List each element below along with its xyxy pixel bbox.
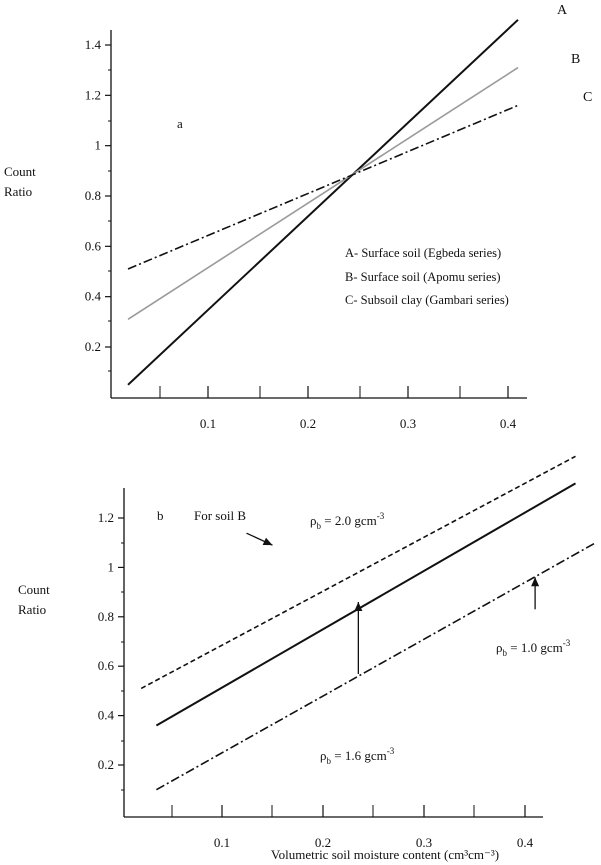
panel-a-y-tick-label: 0.2 [85, 339, 101, 354]
panel-a-x-tick-label: 0.1 [200, 416, 216, 431]
series-a-end-label: A [557, 3, 568, 18]
panel-a-y-tick-label: 0.6 [85, 238, 102, 253]
panel-a-x-tick-label: 0.2 [300, 416, 316, 431]
panel-b-subtitle: For soil B [194, 508, 246, 523]
x-axis-title: Volumetric soil moisture content (cm³cm⁻… [271, 847, 499, 862]
panel-b-x-tick-label: 0.3 [416, 835, 432, 850]
panel-a-x-tick-label: 0.4 [500, 416, 517, 431]
panel-b-tag: b [157, 508, 164, 523]
panel-b-y-ticks: 0.2 0.4 0.6 0.8 1 1.2 [98, 510, 124, 791]
panel-a: 0.2 0.4 0.6 0.8 1 1.2 1.4 0.1 0.2 0.3 0.4 Count R… [4, 3, 592, 431]
panel-b-y-label-line1: Count [18, 582, 50, 597]
panel-a-legend: A- Surface soil (Egbeda series) B- Surfa… [345, 246, 509, 307]
panel-b-x-tick-label: 0.1 [214, 835, 230, 850]
panel-a-tag: a [177, 116, 183, 131]
legend-item-b: B- Surface soil (Apomu series) [345, 270, 501, 284]
panel-b-series-1-0-line [156, 542, 597, 791]
annotation-label: ρb = 1.0 gcm-3 [496, 638, 571, 658]
panel-b-y-tick-label: 1 [108, 559, 115, 574]
panel-b-x-ticks: 0.1 0.2 0.3 0.4 [171, 805, 534, 850]
panel-a-y-label-line1: Count [4, 164, 36, 179]
annotation-label: ρb = 2.0 gcm-3 [310, 511, 385, 531]
panel-b: 0.2 0.4 0.6 0.8 1 1.2 0.1 0.2 0.3 0.4 Count Rati… [18, 455, 597, 862]
panel-a-y-tick-label: 1.2 [85, 87, 101, 102]
panel-a-y-tick-label: 0.8 [85, 188, 101, 203]
panel-a-x-ticks: 0.1 0.2 0.3 0.4 [159, 386, 517, 431]
annotation-label: ρb = 1.6 gcm-3 [320, 746, 395, 766]
panel-a-y-tick-label: 0.4 [85, 289, 102, 304]
annotation-arrow-head [531, 577, 540, 587]
series-b-end-label: B [571, 52, 580, 67]
panel-a-series-c-line [127, 104, 519, 270]
panel-b-x-tick-label: 0.2 [315, 835, 331, 850]
legend-item-a: A- Surface soil (Egbeda series) [345, 246, 501, 260]
panel-a-series [127, 19, 519, 386]
panel-b-y-label-line2: Ratio [18, 602, 46, 617]
annotation-arrow-head [354, 601, 363, 611]
panel-a-y-tick-label: 1 [95, 138, 102, 153]
annotation-arrow-head [262, 537, 273, 546]
panel-b-y-tick-label: 0.2 [98, 757, 114, 772]
panel-a-series-a-line [127, 19, 519, 386]
panel-a-y-label-line2: Ratio [4, 184, 32, 199]
panel-b-y-tick-label: 0.6 [98, 658, 115, 673]
panel-a-y-tick-label: 1.4 [85, 37, 102, 52]
legend-item-c: C- Subsoil clay (Gambari series) [345, 293, 509, 307]
panel-a-x-tick-label: 0.3 [400, 416, 416, 431]
panel-b-y-tick-label: 1.2 [98, 510, 114, 525]
panel-b-x-tick-label: 0.4 [517, 835, 534, 850]
panel-a-series-b-line [127, 66, 519, 320]
panel-b-series-2-0-line [140, 455, 576, 690]
series-c-end-label: C [583, 90, 592, 105]
panel-b-y-tick-label: 0.4 [98, 708, 115, 723]
panel-a-y-ticks: 0.2 0.4 0.6 0.8 1 1.2 1.4 [85, 37, 111, 372]
panel-b-series-1-6-line [155, 482, 577, 727]
x-axis-title-text: Volumetric soil moisture content (cm³cm⁻… [271, 847, 499, 862]
panel-b-y-tick-label: 0.8 [98, 609, 114, 624]
panel-b-series [140, 455, 597, 791]
panel-b-annotations: ρb = 2.0 gcm-3 ρb = 1.6 gcm-3 ρb = 1.0 gcm… [246, 511, 571, 766]
